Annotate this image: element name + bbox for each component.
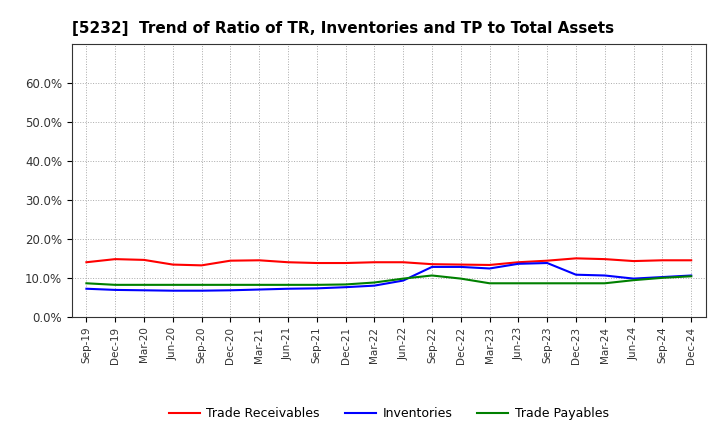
Inventories <box>514 261 523 267</box>
Trade Payables <box>572 281 580 286</box>
Inventories <box>456 264 465 270</box>
Trade Receivables <box>687 258 696 263</box>
Trade Payables <box>687 274 696 279</box>
Trade Receivables <box>255 258 264 263</box>
Inventories <box>168 288 177 293</box>
Inventories <box>370 283 379 288</box>
Trade Payables <box>399 276 408 281</box>
Inventories <box>341 285 350 290</box>
Inventories <box>399 278 408 283</box>
Trade Payables <box>140 282 148 287</box>
Trade Payables <box>255 282 264 287</box>
Trade Receivables <box>399 260 408 265</box>
Line: Inventories: Inventories <box>86 263 691 291</box>
Trade Payables <box>82 281 91 286</box>
Trade Receivables <box>543 258 552 263</box>
Inventories <box>572 272 580 277</box>
Inventories <box>485 266 494 271</box>
Trade Payables <box>284 282 292 287</box>
Trade Receivables <box>658 258 667 263</box>
Trade Receivables <box>168 262 177 267</box>
Trade Receivables <box>456 262 465 267</box>
Line: Trade Receivables: Trade Receivables <box>86 258 691 265</box>
Trade Payables <box>168 282 177 287</box>
Trade Receivables <box>140 257 148 263</box>
Trade Receivables <box>284 260 292 265</box>
Inventories <box>197 288 206 293</box>
Trade Receivables <box>111 257 120 262</box>
Trade Payables <box>197 282 206 287</box>
Text: [5232]  Trend of Ratio of TR, Inventories and TP to Total Assets: [5232] Trend of Ratio of TR, Inventories… <box>72 21 614 36</box>
Inventories <box>687 273 696 278</box>
Inventories <box>600 273 609 278</box>
Trade Payables <box>658 275 667 280</box>
Trade Receivables <box>312 260 321 266</box>
Trade Payables <box>514 281 523 286</box>
Trade Payables <box>370 280 379 285</box>
Trade Payables <box>600 281 609 286</box>
Inventories <box>226 288 235 293</box>
Inventories <box>428 264 436 270</box>
Trade Payables <box>341 282 350 287</box>
Trade Receivables <box>600 257 609 262</box>
Trade Payables <box>226 282 235 287</box>
Trade Receivables <box>341 260 350 266</box>
Inventories <box>255 287 264 292</box>
Inventories <box>111 287 120 293</box>
Legend: Trade Receivables, Inventories, Trade Payables: Trade Receivables, Inventories, Trade Pa… <box>164 402 613 425</box>
Trade Receivables <box>428 261 436 267</box>
Inventories <box>140 288 148 293</box>
Inventories <box>82 286 91 291</box>
Trade Payables <box>629 278 638 283</box>
Trade Receivables <box>572 256 580 261</box>
Trade Payables <box>543 281 552 286</box>
Trade Receivables <box>226 258 235 263</box>
Inventories <box>543 260 552 266</box>
Trade Payables <box>456 276 465 281</box>
Trade Receivables <box>485 262 494 268</box>
Inventories <box>658 275 667 280</box>
Trade Payables <box>111 282 120 287</box>
Trade Receivables <box>197 263 206 268</box>
Trade Payables <box>428 273 436 278</box>
Trade Receivables <box>82 260 91 265</box>
Trade Payables <box>312 282 321 287</box>
Inventories <box>312 286 321 291</box>
Line: Trade Payables: Trade Payables <box>86 275 691 285</box>
Trade Receivables <box>370 260 379 265</box>
Trade Receivables <box>514 260 523 265</box>
Inventories <box>284 286 292 291</box>
Trade Payables <box>485 281 494 286</box>
Inventories <box>629 276 638 281</box>
Trade Receivables <box>629 258 638 264</box>
